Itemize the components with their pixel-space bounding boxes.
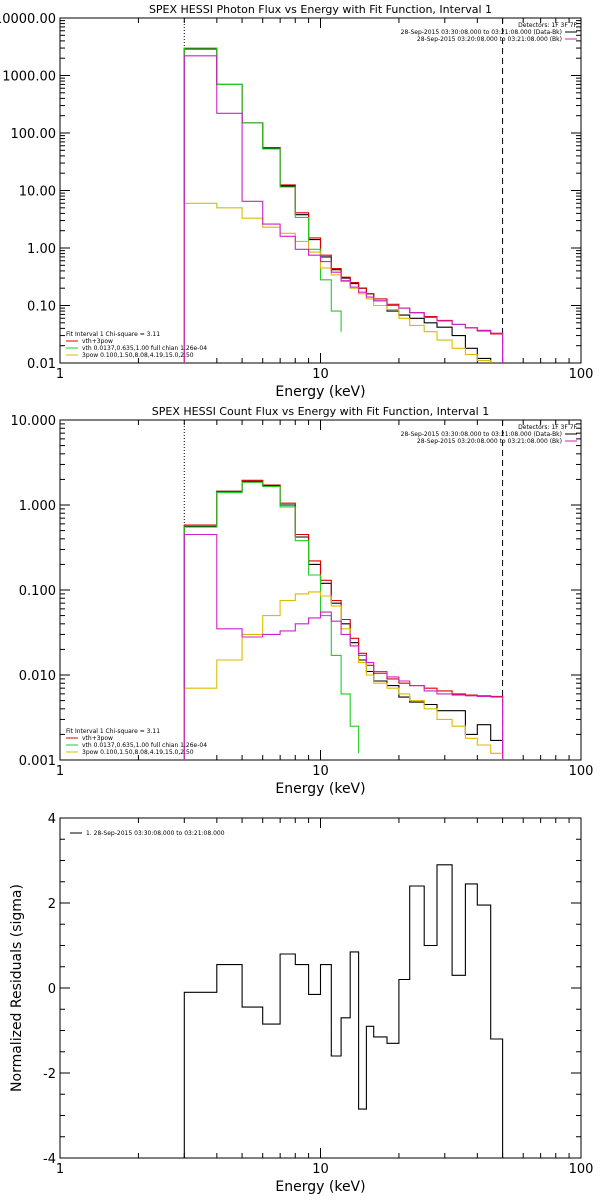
- y-tick-label: 10.00: [19, 185, 56, 200]
- series-step-line-1: [183, 479, 504, 760]
- x-tick-label: 10: [312, 367, 329, 382]
- y-tick-label: 10.000: [11, 414, 57, 429]
- series-step-line-0: [183, 48, 504, 363]
- series-step-line-3: [183, 591, 504, 760]
- y-tick-label: 100.00: [11, 127, 57, 142]
- x-axis-label: Energy (keV): [275, 1179, 365, 1195]
- legend-entry: 3pow 0.100,1.50,8.08,4.19,15.0,2.50: [82, 749, 194, 756]
- y-tick-label: -4: [43, 1152, 56, 1167]
- y-tick-label: 0.01: [27, 357, 56, 372]
- series-step-line-3: [183, 202, 492, 363]
- y-tick-label: -2: [43, 1067, 56, 1082]
- y-tick-label: 1.00: [27, 242, 56, 257]
- x-tick-label: 1: [56, 367, 64, 382]
- legend-entry: vth 0.0137,0.635,1.00 full chian 1.26e-0…: [82, 345, 207, 352]
- legend-entry: vth+3pow: [82, 735, 113, 742]
- x-axis-label: Energy (keV): [275, 384, 365, 400]
- x-tick-label: 1: [56, 764, 64, 779]
- x-tick-label: 10: [312, 764, 329, 779]
- legend-entry: 28-Sep-2015 03:20:08.000 to 03:21:08.000…: [417, 438, 562, 445]
- legend-entry: 3pow 0.100,1.50,8.08,4.19,15.0,2.50: [82, 352, 194, 359]
- count-flux-panel: SPEX HESSI Count Flux vs Energy with Fit…: [11, 405, 594, 797]
- residuals-panel: 1 10 100 -4 -2 0 2 4 Energy (keV) Normalized Resi…: [9, 812, 593, 1195]
- y-tick-label: 1000.00: [2, 70, 56, 85]
- legend-entry: 28-Sep-2015 03:30:08.000 to 03:21:08.000…: [401, 29, 562, 36]
- legend-entry: 28-Sep-2015 03:30:08.000 to 03:21:08.000…: [401, 431, 562, 438]
- x-tick-label: 100: [569, 764, 594, 779]
- y-tick-label: 10000.00: [0, 12, 56, 27]
- x-tick-label: 10: [312, 1162, 329, 1177]
- y-tick-label: 0.001: [19, 754, 56, 769]
- photon-flux-panel: SPEX HESSI Photon Flux vs Energy with Fi…: [0, 3, 593, 400]
- series-step-line-1: [183, 47, 504, 363]
- series-step-line-2: [183, 481, 360, 760]
- x-axis-label: Energy (keV): [275, 781, 365, 797]
- legend-entry: Detectors: 1F 3F 7F: [518, 424, 577, 431]
- x-tick-label: 100: [569, 367, 594, 382]
- series-step-line-4: [183, 55, 504, 363]
- y-tick-label: 0.10: [27, 300, 56, 315]
- legend-entry: vth+3pow: [82, 338, 113, 345]
- series-step-line-0: [183, 480, 504, 760]
- legend-entry: Detectors: 1F 3F 7F: [518, 22, 577, 29]
- y-tick-label: 2: [48, 897, 56, 912]
- legend-entry: 28-Sep-2015 03:20:08.000 to 03:21:08.000…: [417, 36, 562, 43]
- y-tick-label: 0: [48, 982, 56, 997]
- y-axis-label: Normalized Residuals (sigma): [9, 884, 25, 1092]
- x-tick-label: 100: [569, 1162, 594, 1177]
- series-step-line-2: [183, 47, 342, 363]
- series-step-line-0: [183, 864, 504, 1158]
- y-tick-label: 4: [48, 812, 56, 827]
- y-tick-label: 0.010: [19, 669, 56, 684]
- chart-title: SPEX HESSI Count Flux vs Energy with Fit…: [152, 405, 489, 418]
- legend-entry: vth 0.0137,0.635,1.00 full chian 1.26e-0…: [82, 742, 207, 749]
- legend-entry: Fit Interval 1 Chi-square = 3.11: [66, 728, 160, 735]
- legend-entry: Fit Interval 1 Chi-square = 3.11: [66, 331, 160, 338]
- chart-title: SPEX HESSI Photon Flux vs Energy with Fi…: [149, 3, 492, 16]
- y-tick-label: 1.000: [19, 499, 56, 514]
- y-tick-label: 0.100: [19, 584, 56, 599]
- legend-entry: 1. 28-Sep-2015 03:30:08.000 to 03:21:08.…: [86, 830, 225, 837]
- x-tick-label: 1: [56, 1162, 64, 1177]
- series-step-line-4: [183, 533, 504, 760]
